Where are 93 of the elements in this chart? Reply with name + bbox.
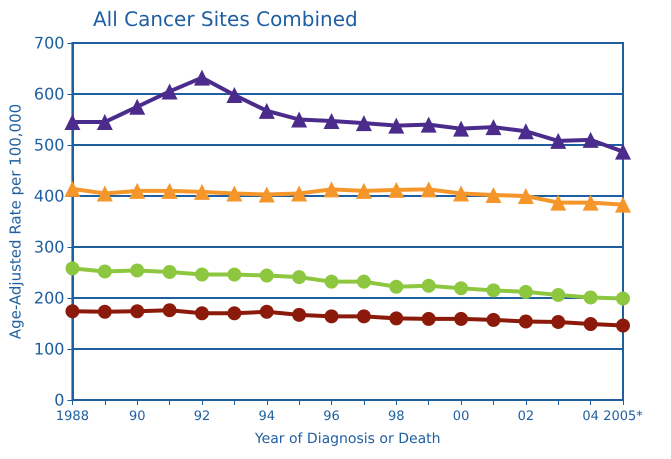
point — [584, 290, 598, 304]
point — [162, 182, 178, 199]
point — [291, 185, 308, 202]
point — [226, 87, 242, 104]
x-tick-label: 1988 — [56, 409, 89, 424]
point — [292, 270, 306, 284]
point — [422, 278, 436, 293]
point — [454, 312, 468, 326]
x-tick-label: 90 — [128, 409, 146, 424]
point — [130, 304, 144, 318]
point — [227, 268, 242, 282]
point — [194, 306, 209, 320]
point — [258, 186, 275, 202]
y-tick-label: 0 — [54, 390, 64, 410]
x-tick-label: 04 — [582, 409, 599, 424]
point — [388, 118, 404, 134]
point — [453, 185, 470, 202]
point — [420, 181, 437, 198]
y-tick-label: 400 — [34, 186, 64, 206]
point — [518, 284, 533, 299]
point — [226, 185, 242, 202]
point — [65, 261, 80, 276]
point — [615, 144, 631, 160]
point — [389, 280, 404, 294]
point — [292, 308, 306, 322]
point — [130, 263, 144, 278]
point — [356, 309, 371, 324]
point — [453, 120, 470, 137]
chart-title: All Cancer Sites Combined — [93, 7, 358, 31]
point — [162, 264, 177, 279]
point — [422, 312, 436, 326]
y-tick-label: 600 — [34, 84, 64, 104]
x-tick-label: 02 — [518, 409, 534, 424]
x-axis-title: Year of Diagnosis or Death — [254, 431, 441, 447]
point — [64, 180, 80, 197]
point — [324, 181, 340, 198]
point — [389, 311, 404, 326]
point — [96, 185, 113, 202]
point — [194, 268, 209, 282]
y-tick-label: 200 — [34, 288, 64, 308]
y-tick-label: 100 — [34, 340, 64, 358]
point — [356, 115, 372, 132]
point — [64, 114, 80, 130]
point — [485, 119, 502, 136]
point — [550, 132, 566, 149]
point — [518, 123, 534, 140]
point — [194, 70, 210, 86]
point — [420, 116, 437, 133]
x-tick-label: 96 — [323, 409, 340, 424]
y-tick-label: 700 — [34, 34, 64, 52]
point — [485, 186, 502, 203]
point — [356, 182, 372, 199]
point — [98, 304, 112, 319]
y-axis-title: Age-Adjusted Rate per 100,000 — [6, 104, 24, 340]
point — [260, 268, 274, 283]
point — [324, 113, 340, 130]
point — [551, 288, 566, 302]
x-tick-label: 2005* — [603, 409, 644, 424]
point — [260, 304, 274, 319]
point — [194, 184, 210, 200]
point — [616, 318, 630, 333]
point — [486, 283, 500, 298]
point — [388, 182, 404, 198]
y-tick-label: 500 — [34, 136, 64, 154]
point — [550, 194, 566, 211]
x-tick-label: 92 — [194, 409, 210, 424]
point — [551, 314, 566, 329]
point — [518, 188, 534, 204]
point — [582, 194, 599, 211]
x-tick-label: 00 — [452, 409, 470, 424]
point — [615, 196, 631, 213]
point — [291, 112, 308, 128]
point — [129, 182, 146, 199]
point — [454, 281, 468, 296]
point — [227, 306, 242, 320]
point — [65, 304, 80, 318]
x-tick-label: 98 — [388, 409, 405, 424]
point — [324, 309, 339, 324]
y-tick-label: 300 — [34, 238, 64, 256]
point — [584, 317, 598, 332]
point — [129, 98, 146, 115]
point — [258, 102, 275, 119]
point — [324, 274, 339, 289]
point — [616, 292, 630, 306]
point — [582, 132, 599, 148]
point — [162, 83, 178, 100]
x-tick-label: 94 — [258, 409, 276, 424]
point — [162, 303, 177, 318]
point — [486, 312, 500, 327]
point — [98, 264, 112, 278]
point — [96, 114, 113, 130]
point — [518, 314, 533, 328]
point — [356, 274, 371, 289]
